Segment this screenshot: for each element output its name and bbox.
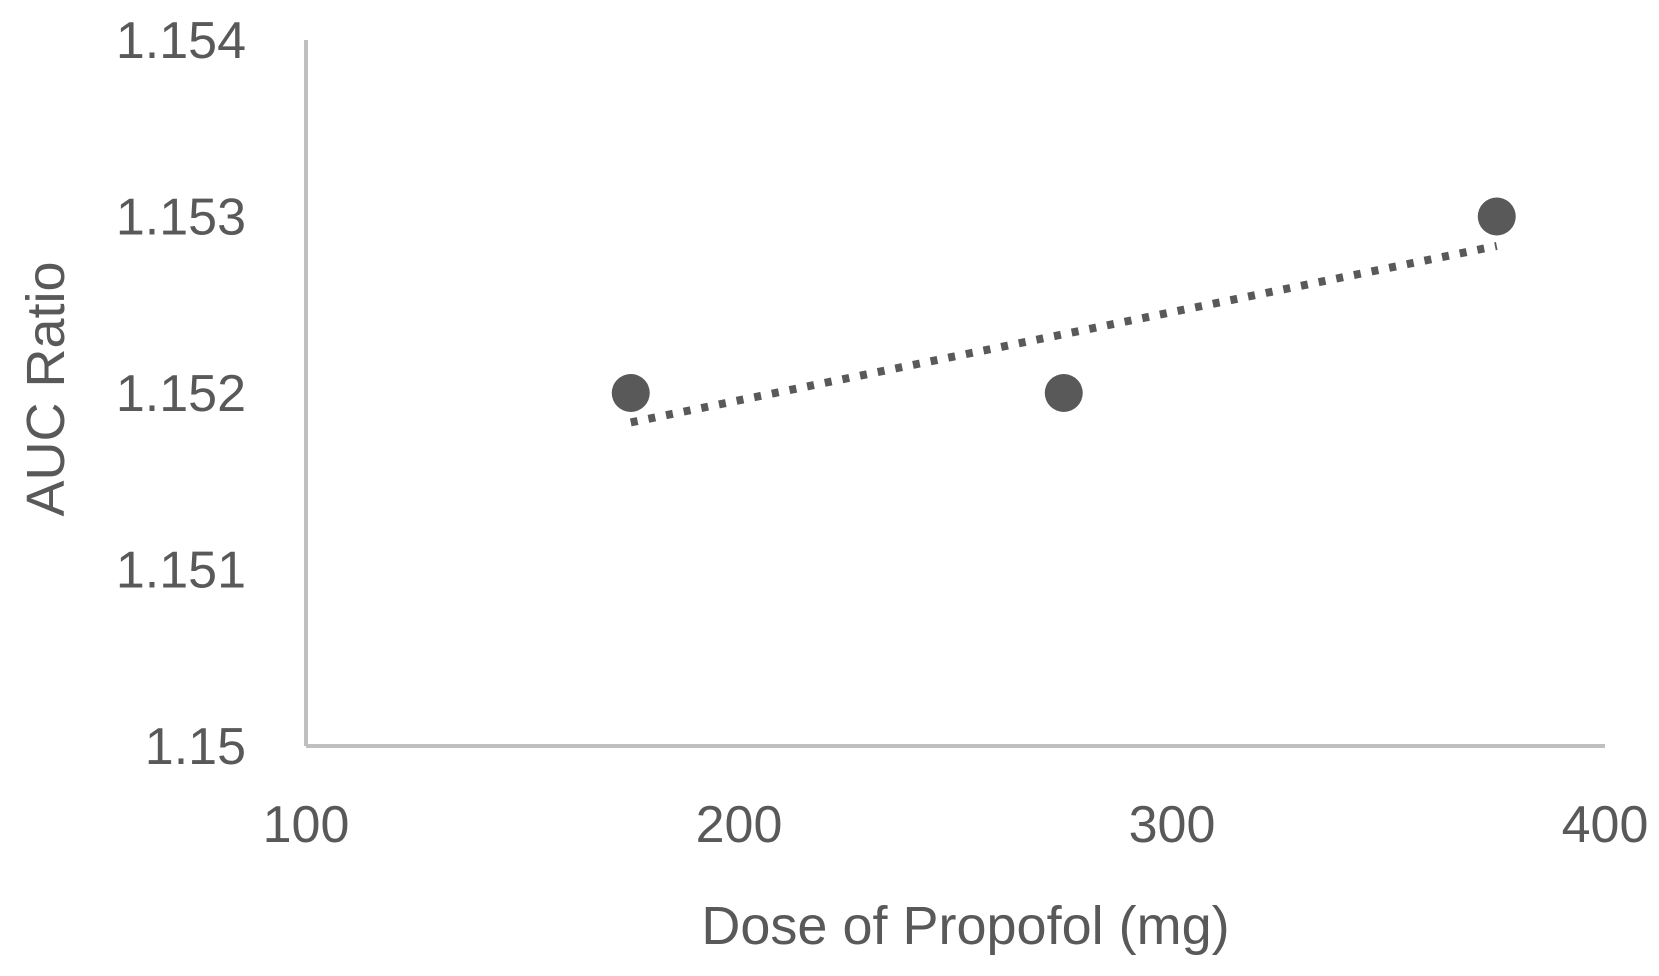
data-point — [1477, 197, 1516, 236]
y-tick-label: 1.15 — [145, 718, 246, 776]
y-tick-label: 1.152 — [116, 365, 246, 423]
data-point — [1044, 374, 1083, 412]
y-tick-labels: 1.15 1.151 1.152 1.153 1.154 — [116, 12, 246, 776]
x-tick-label: 200 — [696, 796, 783, 854]
x-axis-title: Dose of Propofol (mg) — [701, 896, 1229, 956]
trendline-group — [629, 241, 1498, 427]
x-tick-label: 400 — [1562, 796, 1649, 854]
data-points — [611, 197, 1516, 412]
x-tick-labels: 100 200 300 400 — [263, 796, 1649, 854]
data-point — [611, 374, 650, 412]
x-tick-label: 100 — [263, 796, 350, 854]
trendline — [629, 241, 1498, 427]
axes — [304, 40, 1605, 748]
y-tick-label: 1.154 — [116, 12, 246, 70]
y-tick-label: 1.153 — [116, 189, 246, 247]
x-tick-label: 300 — [1129, 796, 1216, 854]
y-axis-title: AUC Ratio — [16, 261, 76, 516]
y-tick-label: 1.151 — [116, 542, 246, 600]
